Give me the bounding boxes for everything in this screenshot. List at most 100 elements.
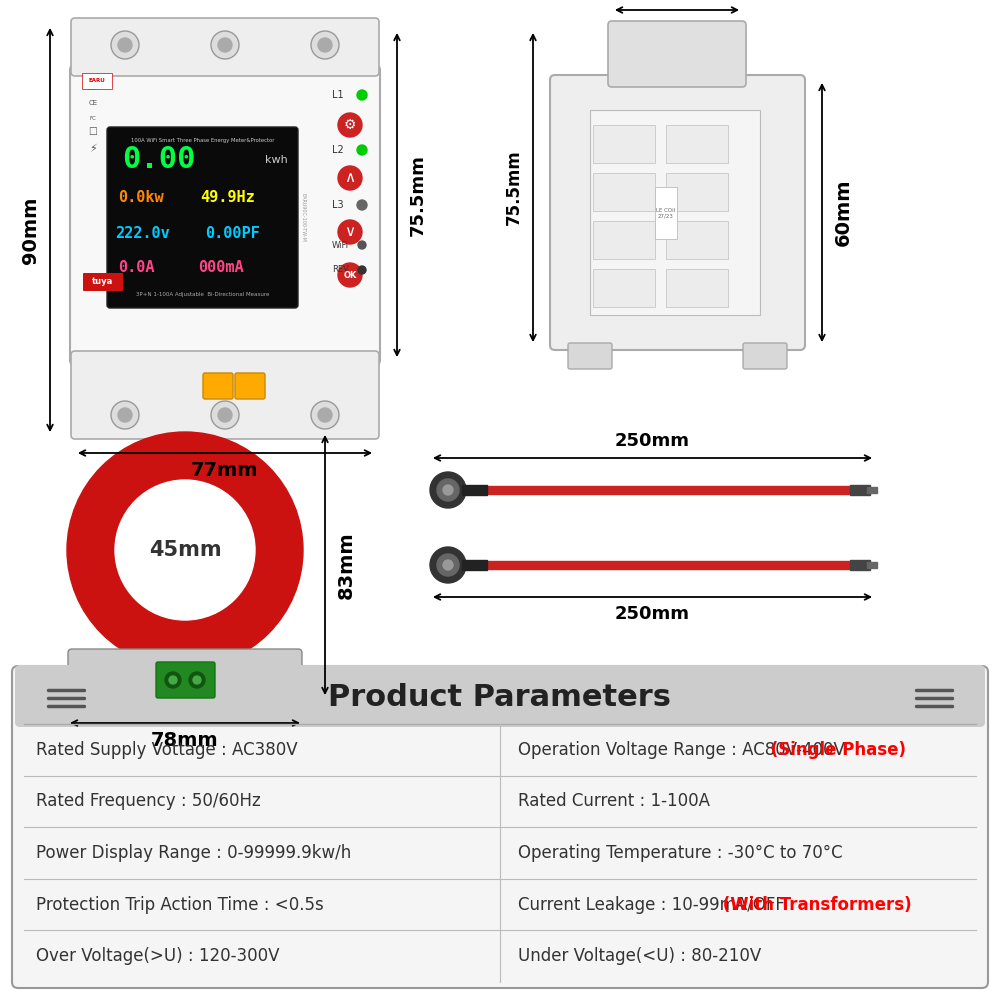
Bar <box>590 110 760 315</box>
Text: WiFi: WiFi <box>332 240 349 249</box>
Text: Operation Voltage Range : AC80V-400V: Operation Voltage Range : AC80V-400V <box>518 741 845 759</box>
Text: 75.5mm: 75.5mm <box>409 154 427 236</box>
Text: Under Voltage(<U) : 80-210V: Under Voltage(<U) : 80-210V <box>518 947 761 965</box>
Text: 49.9Hz: 49.9Hz <box>200 190 255 206</box>
Circle shape <box>111 401 139 429</box>
FancyBboxPatch shape <box>203 373 233 399</box>
Text: 78mm: 78mm <box>151 731 219 750</box>
Text: EARU: EARU <box>89 79 105 84</box>
Text: kwh: kwh <box>265 155 288 165</box>
Bar <box>593 125 655 163</box>
Text: tuya: tuya <box>92 277 114 286</box>
Circle shape <box>318 38 332 52</box>
Text: FC: FC <box>90 116 96 121</box>
Circle shape <box>338 220 362 244</box>
Circle shape <box>211 401 239 429</box>
Text: ∧: ∧ <box>344 170 356 186</box>
Bar <box>593 221 655 259</box>
Bar <box>462 560 487 570</box>
Text: 250mm: 250mm <box>614 605 690 623</box>
FancyBboxPatch shape <box>655 187 677 239</box>
Text: 0.0A: 0.0A <box>118 260 154 275</box>
Text: 90mm: 90mm <box>21 196 40 264</box>
Text: ⚙: ⚙ <box>344 118 356 132</box>
Circle shape <box>430 472 466 508</box>
Text: ☐: ☐ <box>89 127 97 137</box>
Text: 222.0v: 222.0v <box>115 226 170 240</box>
FancyBboxPatch shape <box>550 75 805 350</box>
Circle shape <box>67 432 303 668</box>
Text: 100A WiFi Smart Three Phase Energy Meter&Protector: 100A WiFi Smart Three Phase Energy Meter… <box>131 138 274 143</box>
Bar <box>850 485 870 495</box>
Text: Rated Supply Vottage : AC380V: Rated Supply Vottage : AC380V <box>36 741 298 759</box>
Bar <box>666 173 728 211</box>
FancyBboxPatch shape <box>82 73 112 89</box>
Text: (Single Phase): (Single Phase) <box>765 741 906 759</box>
Bar <box>867 487 877 493</box>
Text: CE: CE <box>88 100 98 106</box>
Circle shape <box>358 266 366 274</box>
Text: 000mA: 000mA <box>198 260 244 275</box>
Circle shape <box>189 672 205 688</box>
Text: REV: REV <box>332 265 349 274</box>
Text: 3P+N 1-100A Adjustable  Bi-Directional Measure: 3P+N 1-100A Adjustable Bi-Directional Me… <box>136 292 269 297</box>
Circle shape <box>118 408 132 422</box>
Circle shape <box>111 31 139 59</box>
Circle shape <box>338 113 362 137</box>
Text: 83mm: 83mm <box>337 531 356 599</box>
Circle shape <box>169 676 177 684</box>
Circle shape <box>165 672 181 688</box>
Text: 77mm: 77mm <box>191 461 259 480</box>
Bar <box>666 125 728 163</box>
Text: Over Voltage(>U) : 120-300V: Over Voltage(>U) : 120-300V <box>36 947 280 965</box>
FancyBboxPatch shape <box>68 649 302 702</box>
Bar <box>666 221 728 259</box>
FancyBboxPatch shape <box>83 273 123 291</box>
Bar <box>593 269 655 307</box>
Circle shape <box>338 166 362 190</box>
Text: 250mm: 250mm <box>614 432 690 450</box>
FancyBboxPatch shape <box>568 343 612 369</box>
Text: Protection Trip Action Time : <0.5s: Protection Trip Action Time : <0.5s <box>36 896 324 914</box>
Text: ⚡: ⚡ <box>89 144 97 154</box>
FancyBboxPatch shape <box>71 351 379 439</box>
Bar <box>462 485 487 495</box>
Text: 0.00: 0.00 <box>122 145 196 174</box>
Text: 60mm: 60mm <box>834 179 853 246</box>
FancyBboxPatch shape <box>70 65 380 365</box>
Text: 0.00PF: 0.00PF <box>205 226 260 240</box>
Text: WiFi: WiFi <box>87 86 99 91</box>
Text: EARU90C-100-TW-M: EARU90C-100-TW-M <box>300 193 305 242</box>
FancyBboxPatch shape <box>12 666 988 988</box>
Text: LE COil
27/23: LE COil 27/23 <box>656 208 676 218</box>
Text: Power Display Range : 0-99999.9kw/h: Power Display Range : 0-99999.9kw/h <box>36 844 351 862</box>
Text: 75.5mm: 75.5mm <box>505 150 523 225</box>
Circle shape <box>115 480 255 620</box>
Circle shape <box>218 408 232 422</box>
Text: 45mm: 45mm <box>149 540 221 560</box>
Circle shape <box>193 676 201 684</box>
Circle shape <box>430 547 466 583</box>
Circle shape <box>358 241 366 249</box>
Circle shape <box>311 31 339 59</box>
Bar <box>24 675 976 724</box>
Text: Operating Temperature : -30°C to 70°C: Operating Temperature : -30°C to 70°C <box>518 844 843 862</box>
Bar <box>850 560 870 570</box>
Circle shape <box>218 38 232 52</box>
Circle shape <box>443 485 453 495</box>
Text: Rated Frequency : 50/60Hz: Rated Frequency : 50/60Hz <box>36 792 261 810</box>
Bar <box>593 173 655 211</box>
Bar <box>666 269 728 307</box>
Text: OK: OK <box>343 270 357 279</box>
Circle shape <box>118 38 132 52</box>
Circle shape <box>211 31 239 59</box>
Text: ∨: ∨ <box>344 225 356 239</box>
Circle shape <box>357 145 367 155</box>
Circle shape <box>357 200 367 210</box>
Bar <box>448 486 863 494</box>
FancyBboxPatch shape <box>235 373 265 399</box>
Text: L3: L3 <box>332 200 344 210</box>
Circle shape <box>338 263 362 287</box>
Text: 0.0kw: 0.0kw <box>118 190 164 206</box>
FancyBboxPatch shape <box>15 665 985 727</box>
